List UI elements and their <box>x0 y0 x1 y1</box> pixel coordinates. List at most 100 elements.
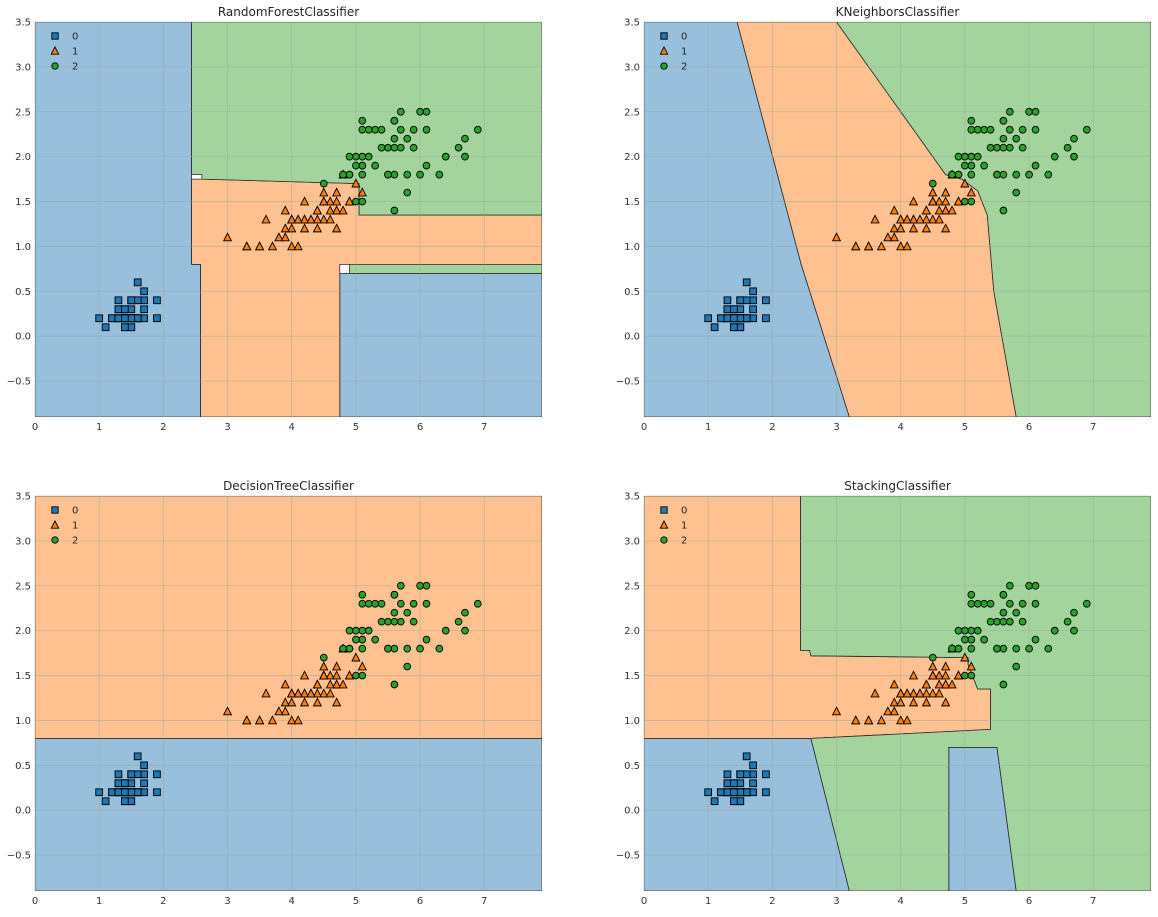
point-class-1 <box>261 688 271 698</box>
point-class-1 <box>960 652 970 662</box>
point-class-2 <box>345 152 354 161</box>
x-tick-label: 1 <box>705 422 711 433</box>
point-class-2 <box>973 125 982 134</box>
point-class-1 <box>338 679 348 689</box>
point-class-2 <box>967 197 976 206</box>
point-class-2 <box>396 617 405 626</box>
region-class-0 <box>35 738 542 891</box>
point-class-1 <box>325 205 335 215</box>
point-class-0 <box>749 770 757 779</box>
legend: 0 1 2 <box>659 32 687 73</box>
point-class-2 <box>422 125 431 134</box>
x-tick-label: 7 <box>481 896 487 907</box>
point-class-1 <box>908 223 919 233</box>
y-tick-label: 0.5 <box>624 761 640 772</box>
point-class-0 <box>114 296 123 305</box>
point-class-1 <box>940 223 951 233</box>
point-class-2 <box>1018 143 1027 152</box>
point-class-0 <box>736 779 745 788</box>
point-class-2 <box>1025 581 1033 590</box>
point-class-1 <box>921 223 932 233</box>
point-class-1 <box>338 205 348 215</box>
point-class-1 <box>280 205 290 215</box>
x-tick-label: 7 <box>1090 422 1096 433</box>
point-class-2 <box>416 644 424 653</box>
point-class-2 <box>999 206 1008 215</box>
point-class-0 <box>153 770 161 779</box>
point-class-1 <box>863 241 874 251</box>
point-class-0 <box>114 305 123 314</box>
point-class-2 <box>980 635 988 644</box>
y-tick-label: 2.5 <box>15 107 31 118</box>
point-class-2 <box>435 170 444 179</box>
point-class-1 <box>280 697 290 707</box>
point-class-2 <box>384 644 392 653</box>
y-tick-label: 3.5 <box>15 492 31 503</box>
point-class-2 <box>409 617 418 626</box>
legend-label: 2 <box>72 62 78 73</box>
point-class-1 <box>940 187 951 197</box>
point-class-1 <box>299 214 310 224</box>
point-class-1 <box>883 232 893 242</box>
legend-marker-1 <box>50 520 60 529</box>
y-tick-label: 0.0 <box>624 806 640 817</box>
point-class-1 <box>287 223 297 233</box>
point-class-0 <box>140 287 148 296</box>
point-class-2 <box>377 599 386 608</box>
point-class-2 <box>948 644 956 653</box>
point-class-1 <box>870 688 880 698</box>
point-class-2 <box>384 170 392 179</box>
point-class-2 <box>1031 107 1040 116</box>
point-class-0 <box>717 314 725 323</box>
point-class-1 <box>889 232 899 242</box>
point-class-0 <box>749 287 757 296</box>
point-class-1 <box>921 214 932 224</box>
point-class-1 <box>966 187 976 197</box>
point-class-2 <box>377 125 386 134</box>
point-class-2 <box>1025 170 1033 179</box>
point-class-2 <box>1018 617 1027 626</box>
x-tick-label: 4 <box>898 422 904 433</box>
point-class-2 <box>435 644 444 653</box>
point-class-1 <box>287 241 297 251</box>
point-class-0 <box>140 761 148 770</box>
point-class-2 <box>390 206 399 215</box>
point-class-1 <box>312 688 323 698</box>
x-tick-label: 4 <box>289 896 295 907</box>
point-class-2 <box>473 125 482 134</box>
point-class-2 <box>352 152 360 161</box>
point-class-1 <box>940 679 951 689</box>
point-class-2 <box>1082 125 1091 134</box>
point-class-1 <box>934 205 944 215</box>
region-class-2 <box>836 22 1151 417</box>
data-points <box>95 581 482 806</box>
region-class-2 <box>191 22 542 216</box>
point-class-2 <box>993 617 1001 626</box>
point-class-1 <box>831 232 842 242</box>
point-class-2 <box>986 599 995 608</box>
point-class-2 <box>352 197 360 206</box>
x-tick-label: 3 <box>833 896 839 907</box>
point-class-1 <box>331 661 342 671</box>
point-class-2 <box>928 653 937 662</box>
point-class-0 <box>717 788 725 797</box>
point-class-0 <box>704 788 713 797</box>
point-class-1 <box>254 241 265 251</box>
point-class-1 <box>280 706 290 716</box>
point-class-1 <box>325 196 335 206</box>
point-class-2 <box>993 143 1001 152</box>
point-class-0 <box>723 296 732 305</box>
x-tick-label: 1 <box>705 896 711 907</box>
point-class-0 <box>140 788 148 797</box>
x-tick-label: 5 <box>353 422 359 433</box>
point-class-2 <box>396 599 405 608</box>
point-class-2 <box>422 599 431 608</box>
chart-title: KNeighborsClassifier <box>836 5 960 19</box>
point-class-0 <box>140 770 148 779</box>
point-class-1 <box>928 187 938 197</box>
point-class-2 <box>319 179 328 188</box>
point-class-1 <box>242 241 252 251</box>
point-class-1 <box>331 205 342 215</box>
x-tick-label: 7 <box>1090 896 1096 907</box>
